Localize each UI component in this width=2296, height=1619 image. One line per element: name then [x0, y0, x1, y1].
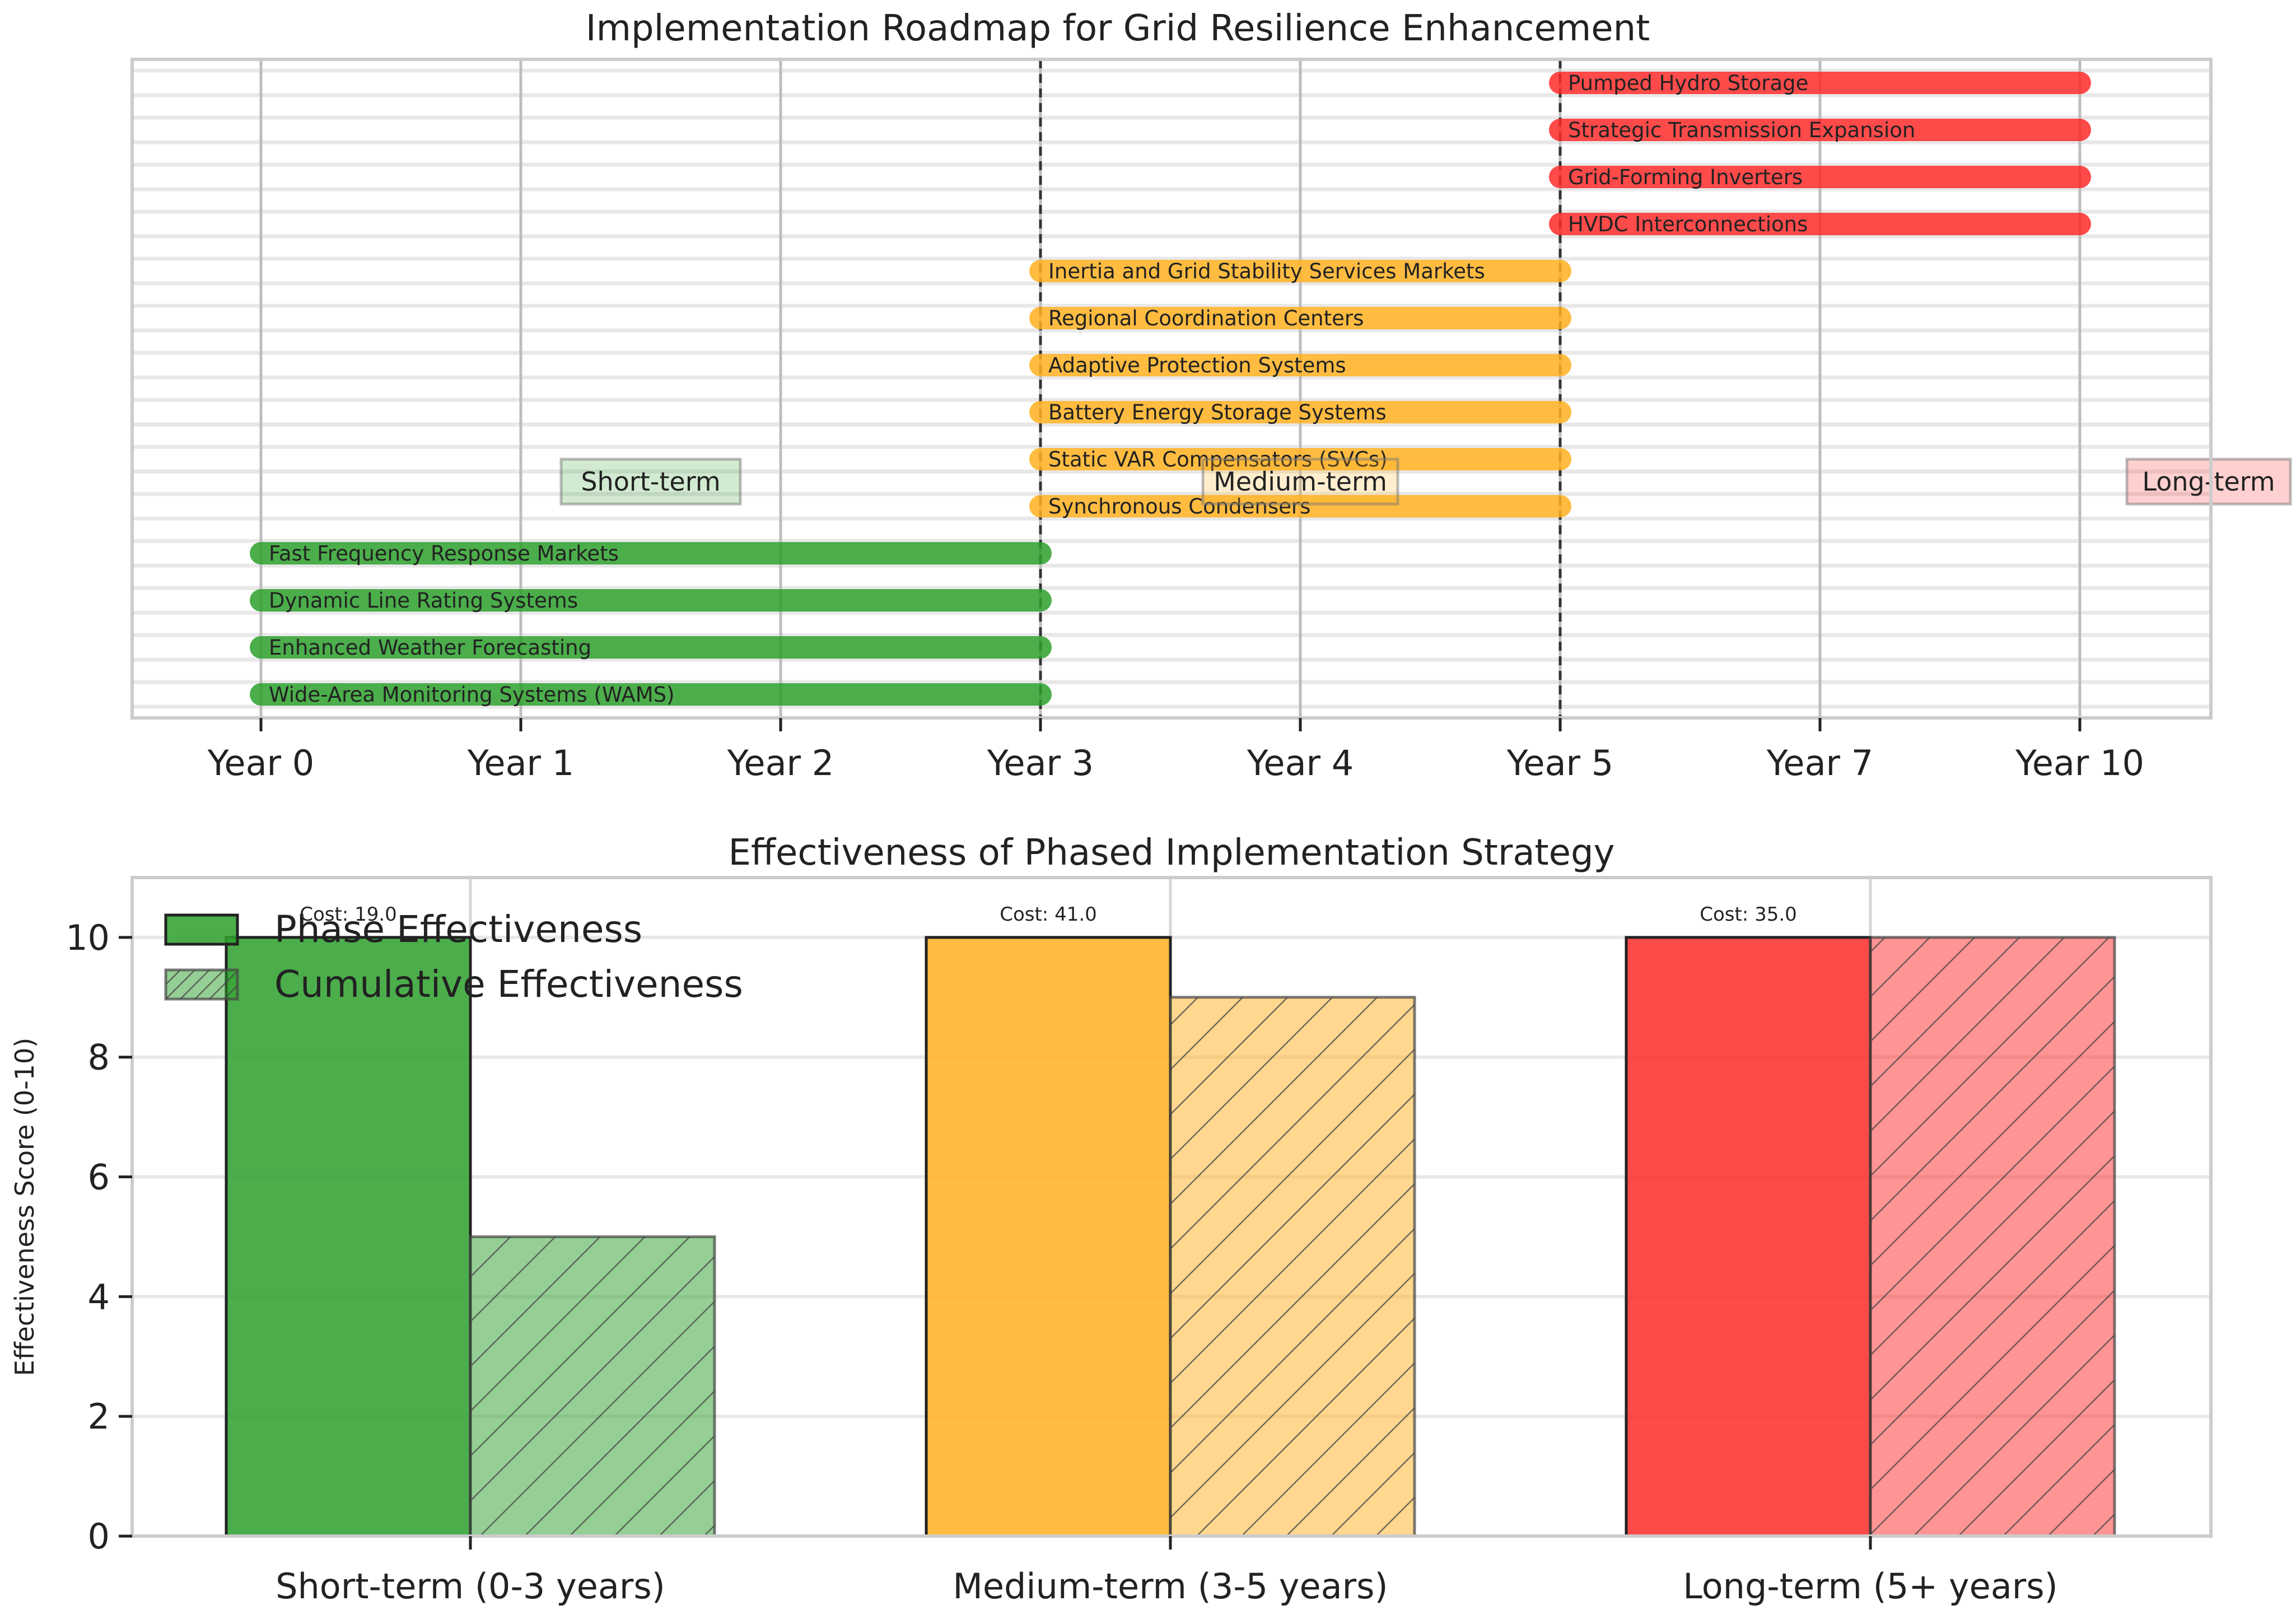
- cumulative-effectiveness-hatch: [1869, 936, 2116, 1538]
- cost-label: Cost: 19.0: [300, 903, 397, 926]
- phase-label-box: [2125, 458, 2292, 506]
- effectiveness-x-ticks: Short-term (0-3 years) Medium-term (3-5 y…: [276, 1536, 2058, 1607]
- y-tick-label: 0: [88, 1516, 110, 1557]
- phase-label-box: [1201, 458, 1399, 506]
- legend-label-phase: Phase Effectiveness: [274, 908, 642, 951]
- x-tick-label: Year 10: [2015, 743, 2144, 783]
- task-label: Strategic Transmission Expansion: [1568, 118, 1915, 142]
- task-label: Adaptive Protection Systems: [1048, 353, 1346, 377]
- task-label: Dynamic Line Rating Systems: [269, 589, 578, 613]
- phase-label: Long-term: [2142, 466, 2275, 497]
- x-tick-label: Year 1: [467, 743, 574, 783]
- task-label: Grid-Forming Inverters: [1568, 165, 1803, 189]
- roadmap-chart: Implementation Roadmap for Grid Resilien…: [130, 8, 2292, 783]
- cost-label: Cost: 41.0: [1000, 903, 1097, 926]
- phase-label-box: [559, 458, 742, 506]
- effectiveness-bars: [225, 936, 2116, 1538]
- roadmap-title: Implementation Roadmap for Grid Resilien…: [586, 8, 1650, 49]
- x-tick-label: Year 4: [1247, 743, 1354, 783]
- task-label: Wide-Area Monitoring Systems (WAMS): [269, 683, 675, 707]
- legend-label-cumulative: Cumulative Effectiveness: [274, 963, 743, 1006]
- task-label: Fast Frequency Response Markets: [269, 542, 619, 566]
- y-tick-label: 6: [88, 1157, 110, 1198]
- effectiveness-y-ticks: 0 2 4 6 8 10: [66, 917, 132, 1557]
- task-label: HVDC Interconnections: [1568, 212, 1808, 236]
- roadmap-year-gridlines: [259, 59, 2082, 718]
- x-tick-label: Long-term (5+ years): [1683, 1566, 2057, 1607]
- legend-swatch-phase: [164, 913, 239, 946]
- task-label: Enhanced Weather Forecasting: [269, 636, 591, 660]
- roadmap-x-ticks: Year 0 Year 1 Year 2 Year 3 Year 4 Year 5 Year…: [207, 718, 2144, 783]
- task-label: Synchronous Condensers: [1048, 494, 1310, 519]
- y-tick-label: 4: [88, 1276, 110, 1317]
- y-tick-label: 8: [88, 1037, 110, 1078]
- roadmap-phase-labels: Short-term Medium-term Long-term: [559, 458, 2292, 506]
- x-tick-label: Year 0: [207, 743, 314, 783]
- task-label: Inertia and Grid Stability Services Mark…: [1048, 259, 1485, 283]
- x-tick-label: Year 5: [1506, 743, 1613, 783]
- task-label: Battery Energy Storage Systems: [1048, 400, 1387, 424]
- phase-effectiveness-bar: [1625, 936, 1872, 1538]
- task-label: Pumped Hydro Storage: [1568, 71, 1808, 95]
- phase-label: Medium-term: [1214, 466, 1387, 497]
- roadmap-plot-frame: [130, 58, 2213, 720]
- cost-label: Cost: 35.0: [1700, 903, 1797, 926]
- phase-effectiveness-bar: [925, 936, 1172, 1538]
- x-tick-label: Year 2: [727, 743, 834, 783]
- x-tick-label: Short-term (0-3 years): [276, 1566, 665, 1607]
- x-tick-label: Year 7: [1766, 743, 1873, 783]
- phase-effectiveness-bar: [225, 936, 472, 1538]
- effectiveness-title: Effectiveness of Phased Implementation S…: [728, 832, 1614, 874]
- effectiveness-y-axis-label: Effectiveness Score (0-10): [10, 1038, 40, 1376]
- effectiveness-cost-labels: Cost: 19.0 Cost: 41.0 Cost: 35.0: [300, 903, 1797, 926]
- task-label: Regional Coordination Centers: [1048, 306, 1364, 330]
- phase-label: Short-term: [581, 466, 720, 497]
- legend-swatch-cumulative-hatch: [164, 968, 239, 1001]
- roadmap-task-bars: Wide-Area Monitoring Systems (WAMS) Enhan…: [250, 71, 2091, 707]
- effectiveness-legend: Phase Effectiveness Cumulative Effectiven…: [164, 908, 743, 1006]
- cumulative-effectiveness-hatch: [469, 1235, 716, 1538]
- cumulative-effectiveness-hatch: [1169, 996, 1416, 1538]
- y-tick-label: 2: [88, 1396, 110, 1437]
- roadmap-row-gridlines: [132, 68, 2211, 709]
- y-tick-label: 10: [66, 917, 110, 958]
- effectiveness-chart: Effectiveness of Phased Implementation S…: [10, 832, 2213, 1607]
- x-tick-label: Medium-term (3-5 years): [953, 1566, 1388, 1607]
- x-tick-label: Year 3: [987, 743, 1094, 783]
